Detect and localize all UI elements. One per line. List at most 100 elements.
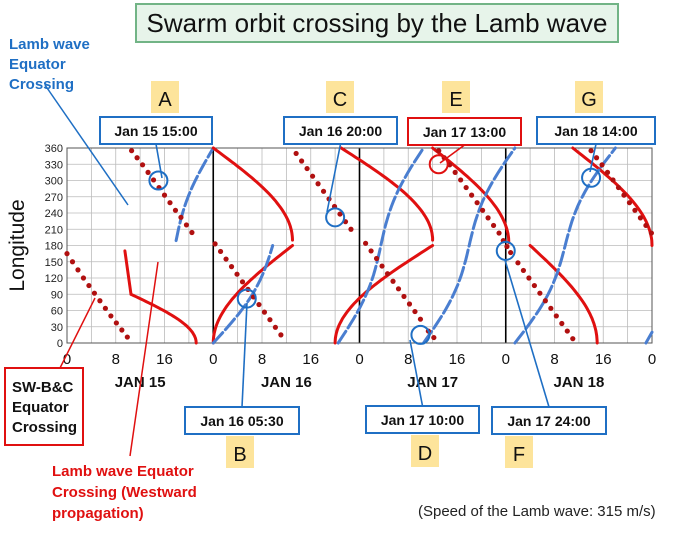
swarm-point [474,200,480,206]
letter-label: C [333,89,347,111]
swarm-point [234,271,240,277]
y-tick-label: 240 [45,208,63,220]
swarm-point [167,200,173,206]
swarm-point [161,192,168,198]
legend-swbc-text: SW-B&C [12,379,74,396]
x-tick-label: 0 [648,351,656,368]
y-tick-label: 30 [51,322,63,334]
swarm-point [431,334,437,341]
swarm-point [648,230,654,236]
y-tick-label: 270 [45,192,63,204]
letter-label: E [449,89,462,111]
lamb-east-curve [336,146,425,345]
swarm-point [91,290,98,296]
swarm-point [588,148,594,154]
swarm-point [626,200,633,206]
swarm-point [526,275,532,281]
annotation-box [407,117,522,146]
lamb-west-curve [129,292,198,345]
y-tick-label: 60 [51,306,63,318]
annotation-arrow [155,143,163,179]
y-tick-label: 0 [57,338,63,350]
annotation-arrow [589,143,597,173]
y-tick-label: 360 [45,143,63,155]
swarm-point [97,298,103,304]
x-day-label: JAN 17 [407,374,458,391]
annotation-box [536,116,656,145]
swarm-point [604,169,611,175]
swarm-point [119,327,125,333]
lamb-west-curve [339,146,435,242]
swarm-point [390,278,396,284]
x-tick-label: 16 [449,351,466,368]
crossing-circle [148,170,169,191]
letter-badge [411,435,439,467]
x-tick-label: 8 [404,351,412,368]
annotations: Jan 15 15:00 A Jan 16 05:30 B Jan 16 20:00 C J… [99,81,656,468]
letter-label: A [158,89,172,111]
swarm-point [348,226,354,232]
swarm-point [570,336,576,342]
swarm-point [267,317,273,323]
swarm-point [69,259,76,265]
swarm-point [223,256,229,262]
legend-lamb-west-text: propagation) [52,505,144,522]
swarm-point [75,267,81,273]
swarm-point [145,169,151,175]
legend-lamb-equator-text: Equator [9,56,66,73]
x-tick-label: 0 [355,351,363,368]
swarm-point [520,267,527,274]
swarm-point [485,215,491,221]
swarm-point [515,260,521,266]
legend-lamb-west-text: Crossing (Westward [52,484,197,501]
swarm-point [490,222,497,229]
legend-arrow [129,261,159,457]
swarm-point [108,313,114,319]
swarm-points [64,148,654,342]
speed-note: (Speed of the Lamb wave: 315 m/s) [418,503,656,520]
lamb-east-curve [211,244,275,345]
swarm-point [531,282,537,289]
swarm-point [212,241,218,247]
lamb-wave-series [123,146,654,345]
legend-lamb-equator-text: Crossing [9,76,74,93]
y-tick-label: 120 [45,273,63,285]
x-tick-label: 0 [502,351,510,368]
annotation-arrow [409,339,424,407]
swarm-point [278,332,284,338]
swarm-point [217,248,224,255]
swarm-point [496,230,502,236]
legend-swbc-text: Crossing [12,419,77,436]
lamb-east-curve [174,146,215,243]
swarm-point [368,248,374,254]
swarm-point [293,150,299,157]
swarm-point [134,155,140,161]
annotation-label: Jan 17 13:00 [423,124,506,140]
swarm-point [610,177,616,183]
swarm-point [128,148,135,154]
swarm-point [537,290,543,296]
annotation-box [99,116,213,145]
y-tick-label: 150 [45,257,63,269]
crossing-circle [581,167,602,188]
x-tick-label: 16 [302,351,319,368]
swarm-point [304,165,310,172]
swarm-point [256,301,262,308]
annotation-arrow [241,302,248,408]
legend-lamb-equator-text: Lamb wave [9,36,90,53]
legend-arrow [44,84,129,206]
swarm-point [436,148,442,154]
annotation-label: Jan 17 10:00 [381,412,464,428]
swarm-point [548,305,554,311]
swarm-point [542,298,548,304]
swarm-point [183,222,190,228]
lamb-west-curve [571,146,654,247]
swarm-point [395,286,402,292]
swarm-point [621,192,627,198]
swarm-point [553,313,559,319]
letter-label: G [581,89,597,111]
swarm-point [452,169,458,175]
swarm-point [337,211,343,217]
swarm-point [64,251,70,257]
x-tick-label: 8 [550,351,558,368]
